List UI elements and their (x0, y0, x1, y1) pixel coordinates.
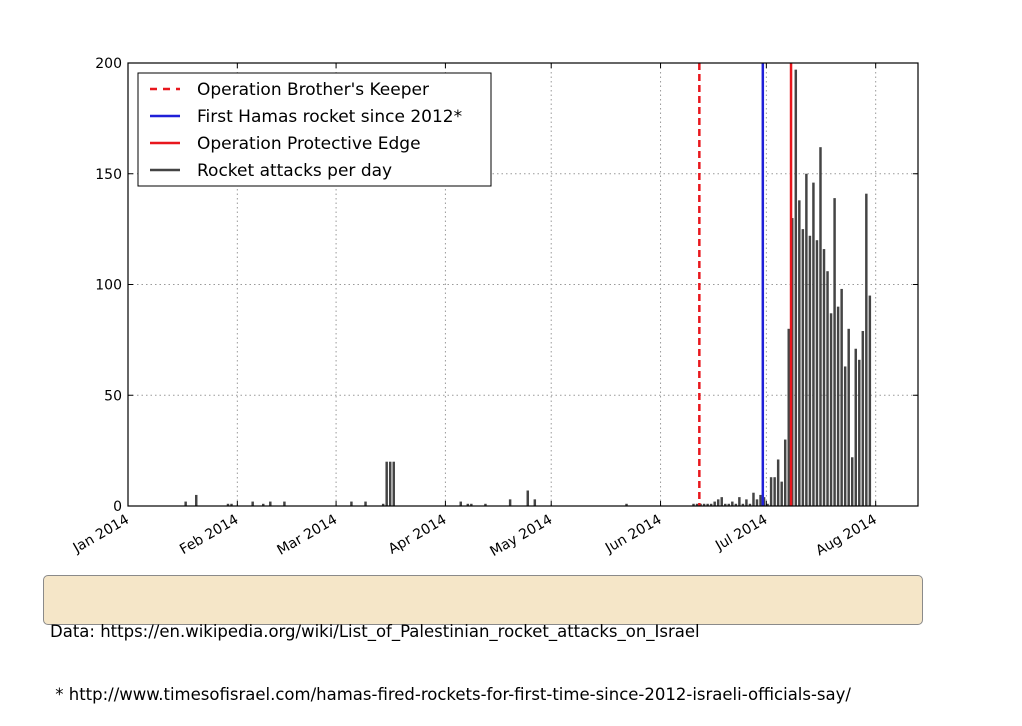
bar (748, 503, 752, 506)
legend-label: First Hamas rocket since 2012* (197, 107, 462, 127)
bar (526, 490, 529, 506)
bar (734, 503, 738, 506)
bar (815, 240, 819, 506)
bar (262, 503, 265, 506)
bar (385, 461, 388, 506)
bar (731, 501, 734, 506)
bar (364, 501, 367, 506)
bar (759, 494, 762, 506)
source-footnote-line: * http://www.timesofisrael.com/hamas-fir… (50, 685, 851, 704)
x-tick-label: Jun 2014 (602, 512, 665, 557)
bar (727, 503, 731, 506)
bar (801, 229, 805, 506)
bar (769, 477, 773, 506)
bar (269, 501, 272, 506)
bar (836, 306, 840, 506)
bar (773, 477, 776, 506)
bar (741, 503, 745, 506)
bar (625, 503, 628, 506)
bar (508, 499, 512, 506)
y-tick-label: 50 (104, 388, 122, 404)
rocket-attacks-chart: 0 50 100 150 200 Jan 2014 Feb 2014 Mar 2014 Apr … (70, 56, 919, 560)
x-tick-label: Aug 2014 (813, 512, 879, 560)
bar (798, 200, 801, 506)
bar (226, 503, 230, 506)
bar (854, 348, 857, 506)
bar (533, 499, 537, 506)
bar (805, 173, 808, 506)
bar (840, 288, 843, 506)
bar (470, 503, 473, 506)
y-tick-label: 0 (113, 499, 122, 515)
x-tick-label: Apr 2014 (386, 512, 450, 558)
bar (847, 328, 850, 506)
bar (865, 193, 868, 506)
bar (850, 457, 854, 506)
bar (819, 147, 822, 507)
bar (787, 328, 790, 506)
grid-lines (128, 63, 918, 506)
bar (459, 501, 462, 506)
bar (812, 182, 815, 507)
bars (184, 69, 872, 507)
bar (794, 69, 798, 507)
bar (230, 503, 233, 506)
x-tick-label: May 2014 (487, 512, 555, 560)
bar (388, 461, 392, 506)
bar (466, 503, 470, 506)
legend-label: Operation Brother's Keeper (197, 80, 429, 100)
x-tick-label: Jul 2014 (712, 512, 770, 555)
bar (195, 494, 198, 506)
bar (822, 249, 826, 506)
bar (808, 235, 812, 506)
bar (381, 503, 385, 506)
legend-label: Operation Protective Edge (197, 134, 421, 154)
bar (283, 501, 286, 506)
bar (755, 499, 759, 506)
bar (184, 501, 187, 506)
bar (692, 503, 695, 506)
bar (709, 503, 713, 506)
bar (695, 503, 699, 506)
data-source-line: Data: https://en.wikipedia.org/wiki/List… (50, 622, 700, 641)
bar (833, 198, 836, 507)
y-tick-label: 150 (95, 167, 122, 183)
bar (720, 497, 723, 506)
bar (780, 481, 783, 506)
bar (843, 366, 847, 506)
x-tick-label: Mar 2014 (274, 512, 340, 559)
bar (783, 439, 787, 506)
bar (766, 503, 769, 506)
bar (724, 503, 727, 506)
legend: Operation Brother's Keeper First Hamas ro… (137, 72, 492, 187)
bar (745, 499, 748, 506)
bar (738, 497, 741, 506)
bar (706, 503, 709, 506)
bar (484, 503, 487, 506)
x-tick-label: Jan 2014 (70, 512, 132, 557)
bar (251, 501, 254, 506)
legend-box (137, 72, 492, 187)
legend-label: Rocket attacks per day (197, 161, 392, 181)
bar (752, 492, 755, 506)
y-tick-label: 200 (95, 56, 122, 72)
bar (829, 313, 833, 506)
bar (858, 359, 861, 506)
event-lines (698, 63, 793, 506)
bar (861, 331, 865, 506)
bar (392, 461, 395, 506)
data-source-note: Data: https://en.wikipedia.org/wiki/List… (43, 575, 923, 704)
bar (716, 499, 720, 506)
bar (702, 503, 706, 506)
y-tick-label: 100 (95, 278, 122, 294)
bar (868, 295, 872, 506)
bar (826, 271, 829, 506)
x-tick-label: Feb 2014 (177, 512, 241, 558)
bar (350, 501, 353, 506)
bar (713, 501, 716, 506)
bar (776, 459, 780, 506)
